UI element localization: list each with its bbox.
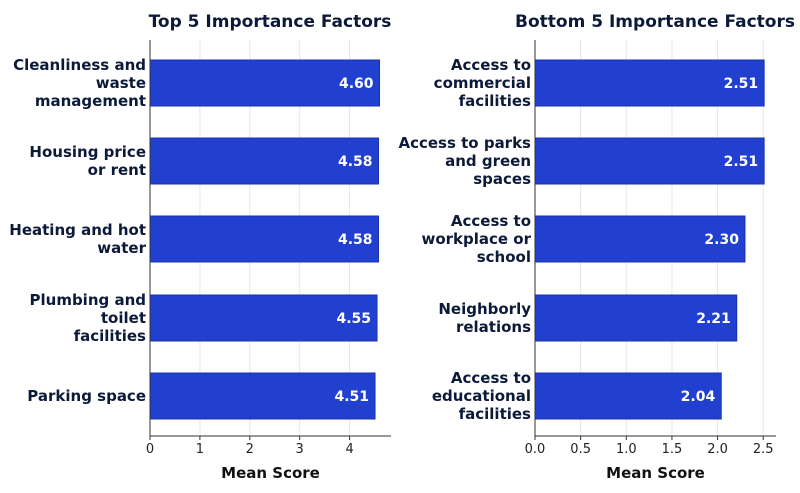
top-x-tick-label: 3 bbox=[296, 442, 304, 457]
top-chart-title: Top 5 Importance Factors bbox=[149, 12, 392, 32]
bottom-bar bbox=[534, 59, 765, 107]
top-category-label: Parking space bbox=[27, 387, 146, 405]
bottom-category-line: school bbox=[477, 248, 531, 266]
bottom-category-label: Access to commercial facilities bbox=[434, 56, 531, 110]
top-category-line: toilet bbox=[101, 309, 146, 327]
top-category-line: Plumbing and bbox=[30, 291, 147, 309]
bottom-category-line: workplace or bbox=[421, 230, 531, 248]
bottom-category-line: Access to parks bbox=[398, 134, 531, 152]
top-bar bbox=[149, 215, 380, 263]
top-category-line: Parking space bbox=[27, 387, 146, 405]
top-category-label: Plumbing and toilet facilities bbox=[30, 291, 147, 345]
bottom-category-line: relations bbox=[456, 318, 531, 336]
top-value-label: 4.58 bbox=[338, 232, 373, 248]
top-category-label: Heating and hot water bbox=[9, 221, 146, 257]
bottom-value-label: 2.51 bbox=[724, 76, 759, 92]
top-category-line: Housing price bbox=[29, 143, 146, 161]
bottom-category-line: spaces bbox=[473, 170, 531, 188]
bottom-x-tick-label: 2.0 bbox=[707, 442, 728, 457]
top-category-line: water bbox=[97, 239, 146, 257]
top-category-line: Heating and hot bbox=[9, 221, 146, 239]
bottom-category-line: educational bbox=[432, 387, 531, 405]
bottom-category-line: facilities bbox=[459, 92, 531, 110]
top-bar bbox=[149, 372, 376, 420]
top-value-label: 4.58 bbox=[338, 154, 373, 170]
top-category-line: or rent bbox=[88, 161, 146, 179]
bottom-x-tick-label: 1.0 bbox=[616, 442, 637, 457]
bottom-x-axis-label: Mean Score bbox=[606, 464, 705, 482]
bottom-bar bbox=[534, 137, 765, 185]
top-x-tick-label: 4 bbox=[345, 442, 353, 457]
bottom-category-line: Access to bbox=[451, 369, 531, 387]
bottom-category-line: commercial bbox=[434, 74, 531, 92]
top-bar bbox=[149, 59, 381, 107]
top-category-label: Cleanliness and waste management bbox=[13, 56, 146, 110]
bottom-category-line: Neighborly bbox=[438, 300, 531, 318]
bottom-category-line: facilities bbox=[459, 405, 531, 423]
top-category-line: waste bbox=[96, 74, 146, 92]
top-bar bbox=[149, 294, 378, 342]
bottom-x-tick-label: 0.0 bbox=[525, 442, 546, 457]
bottom-x-tick-label: 1.5 bbox=[662, 442, 683, 457]
top-category-label: Housing price or rent bbox=[29, 143, 146, 179]
bottom-category-label: Access to workplace or school bbox=[421, 212, 531, 266]
top-value-label: 4.51 bbox=[334, 389, 369, 405]
bottom-category-line: Access to bbox=[451, 56, 531, 74]
bottom-value-label: 2.30 bbox=[704, 232, 739, 248]
top-x-tick-label: 2 bbox=[246, 442, 254, 457]
bottom-value-label: 2.04 bbox=[681, 389, 716, 405]
bottom-x-tick-label: 0.5 bbox=[570, 442, 591, 457]
top-value-label: 4.60 bbox=[339, 76, 374, 92]
top-value-label: 4.55 bbox=[336, 311, 371, 327]
top-x-tick-label: 1 bbox=[196, 442, 204, 457]
bottom-category-line: and green bbox=[445, 152, 531, 170]
bottom-x-tick-label: 2.5 bbox=[753, 442, 774, 457]
bottom-value-label: 2.21 bbox=[696, 311, 731, 327]
top-x-tick-label: 0 bbox=[146, 442, 154, 457]
top-x-axis-label: Mean Score bbox=[221, 464, 320, 482]
top-category-line: facilities bbox=[74, 327, 146, 345]
bottom-bar bbox=[534, 294, 738, 342]
bottom-bar bbox=[534, 215, 746, 263]
bottom-category-label: Access to parks and green spaces bbox=[398, 134, 531, 188]
top-category-line: management bbox=[35, 92, 146, 110]
top-panel: 4.60 4.58 4.58 4.55 4.51 Cleanliness and waste… bbox=[9, 12, 391, 482]
bottom-value-label: 2.51 bbox=[724, 154, 759, 170]
bottom-category-label: Access to educational facilities bbox=[432, 369, 531, 423]
bottom-category-line: Access to bbox=[451, 212, 531, 230]
bottom-chart-title: Bottom 5 Importance Factors bbox=[515, 12, 795, 32]
bottom-category-label: Neighborly relations bbox=[438, 300, 531, 336]
top-category-line: Cleanliness and bbox=[13, 56, 146, 74]
